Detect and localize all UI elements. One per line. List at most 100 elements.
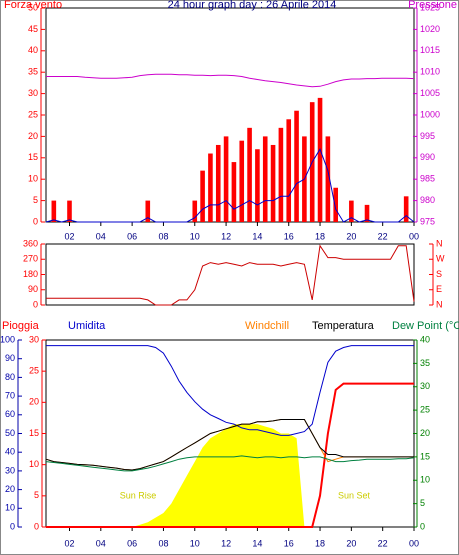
y-tick-label: 60 (5, 409, 15, 419)
annotation: Sun Set (338, 490, 371, 500)
legend-label: Windchill (245, 320, 289, 332)
y-tick-label: 50 (5, 428, 15, 438)
legend-label: Pioggia (2, 320, 40, 332)
bar (317, 97, 323, 222)
bar (255, 149, 260, 222)
x-tick-label: 06 (127, 538, 137, 548)
y-tick-label: 990 (420, 152, 435, 162)
y-tick-label: 30 (29, 334, 39, 344)
y-tick-label: 20 (5, 484, 15, 494)
bar (270, 144, 276, 222)
line (46, 73, 415, 88)
bar (349, 200, 354, 222)
area (46, 424, 414, 527)
bar (364, 204, 370, 222)
bar (145, 200, 151, 222)
line (45, 455, 415, 472)
y-tick-label: 360 (23, 238, 38, 248)
y-tick-label: 30 (5, 465, 15, 475)
y-tick-label: 1010 (420, 67, 440, 77)
y-axis-label: Forza vento (4, 0, 62, 11)
y-tick-label: 10 (5, 503, 15, 513)
y-tick-label: 1005 (420, 88, 440, 98)
y-tick-label: 5 (34, 490, 39, 500)
y-tick-label: 1000 (420, 109, 440, 119)
y-tick-label: 980 (420, 195, 435, 205)
bar (333, 187, 339, 222)
y-tick-label: 975 (420, 216, 435, 226)
y-tick-label: 0 (420, 521, 425, 531)
y-tick-label: 985 (420, 174, 435, 184)
y-tick-label: 1020 (420, 24, 440, 34)
bar (278, 127, 284, 222)
y-tick-label: 10 (28, 174, 38, 184)
x-tick-label: 10 (190, 538, 200, 548)
bar (294, 110, 299, 222)
bar (200, 170, 205, 222)
y-tick-label: 0 (33, 299, 38, 309)
y-tick-label: 30 (420, 381, 430, 391)
x-tick-label: 06 (127, 231, 137, 241)
x-tick-label: 22 (378, 538, 388, 548)
line (46, 244, 415, 306)
x-tick-label: 00 (409, 538, 419, 548)
x-tick-label: 20 (346, 231, 356, 241)
x-tick-label: 22 (378, 231, 388, 241)
y-tick-label: 15 (28, 152, 38, 162)
y-tick-label: 50 (28, 2, 38, 12)
x-tick-label: 02 (64, 231, 74, 241)
y-tick-label: 1015 (420, 45, 440, 55)
y-tick-label: E (436, 284, 442, 294)
y-tick-label: 0 (34, 521, 39, 531)
x-tick-label: 16 (284, 538, 294, 548)
y-tick-label: 0 (33, 216, 38, 226)
x-tick-label: 04 (96, 538, 106, 548)
y-tick-label: 15 (29, 428, 39, 438)
x-tick-label: 08 (158, 231, 168, 241)
y-tick-label: 995 (420, 131, 435, 141)
x-tick-label: 12 (221, 231, 231, 241)
bar (67, 200, 72, 222)
plot-area (45, 7, 415, 223)
y-tick-label: 180 (23, 269, 38, 279)
bar (208, 153, 213, 222)
x-tick-label: 02 (64, 538, 74, 548)
line (46, 345, 414, 436)
y-tick-label: 270 (23, 254, 38, 264)
bar (215, 144, 221, 222)
y-tick-label: 35 (420, 358, 430, 368)
plot-area (45, 243, 415, 306)
y-tick-label: 90 (5, 353, 15, 363)
y2-axis-label: Pressione (408, 0, 457, 11)
y-tick-label: 40 (420, 334, 430, 344)
bar (231, 162, 237, 222)
y-tick-label: 20 (420, 428, 430, 438)
y-tick-label: 80 (5, 372, 15, 382)
y-tick-label: 0 (10, 521, 15, 531)
y-tick-label: 40 (5, 447, 15, 457)
annotation: Sun Rise (120, 490, 157, 500)
bar (239, 140, 245, 222)
y-tick-label: 90 (28, 284, 38, 294)
legend-label: Umidita (68, 320, 106, 332)
y-tick-label: 15 (420, 451, 430, 461)
chart-title: 24 hour graph day : 26 Aprile 2014 (168, 0, 337, 11)
bar (262, 136, 268, 222)
y-tick-label: 5 (33, 195, 38, 205)
x-tick-label: 18 (315, 231, 325, 241)
y-tick-label: S (436, 269, 442, 279)
line (46, 382, 414, 528)
x-tick-label: 18 (315, 538, 325, 548)
y-tick-label: 25 (28, 109, 38, 119)
bar (325, 136, 331, 222)
y-tick-label: 1025 (420, 2, 440, 12)
x-tick-label: 14 (252, 231, 262, 241)
y-tick-label: 10 (420, 475, 430, 485)
x-tick-label: 20 (346, 538, 356, 548)
line (45, 419, 414, 471)
y-tick-label: 40 (28, 45, 38, 55)
legend-label: Temperatura (312, 320, 375, 332)
y-tick-label: W (436, 254, 445, 264)
y-tick-label: N (436, 238, 443, 248)
